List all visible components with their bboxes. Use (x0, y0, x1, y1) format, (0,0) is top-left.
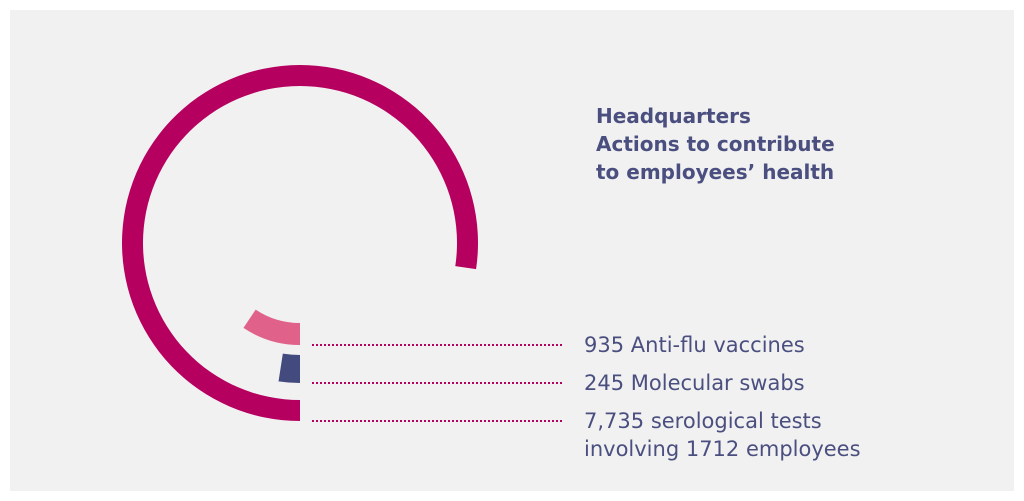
category-label: serological tests involving 1712 employe… (584, 409, 861, 461)
chart (121, 65, 562, 422)
radial-bar (278, 353, 300, 383)
data-label: 245 Molecular swabs (584, 369, 904, 397)
chart-subtitle: Actions to contribute to employees’ heal… (596, 132, 835, 184)
card: Headquarters Actions to contribute to em… (10, 10, 1014, 491)
radial-bar (243, 309, 300, 345)
data-label: 935 Anti-flu vaccines (584, 331, 904, 359)
value-label: 245 (584, 371, 625, 395)
value-label: 7,735 (584, 409, 645, 433)
value-label: 935 (584, 333, 625, 357)
category-label: Anti-flu vaccines (630, 333, 805, 357)
category-label: Molecular swabs (630, 371, 805, 395)
chart-title: Headquarters (596, 104, 751, 128)
heading: Headquarters Actions to contribute to em… (596, 102, 856, 186)
data-label: 7,735 serological tests involving 1712 e… (584, 407, 904, 463)
